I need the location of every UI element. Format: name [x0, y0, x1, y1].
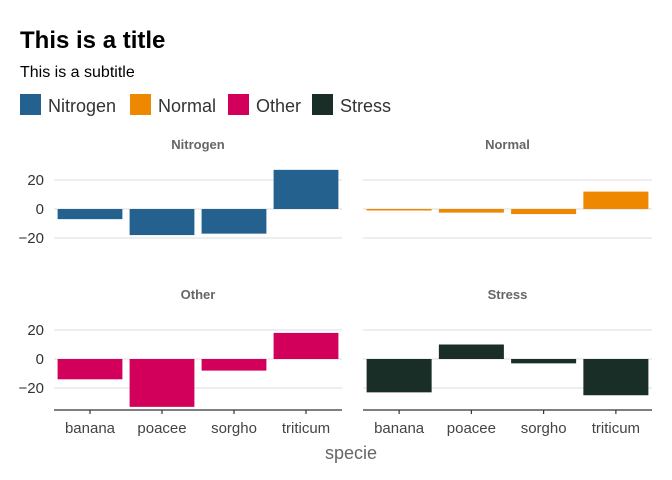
x-tick-label: triticum — [592, 420, 640, 437]
bar-stress-triticum — [583, 359, 649, 396]
chart-subtitle: This is a subtitle — [20, 64, 135, 81]
bar-normal-triticum — [583, 191, 649, 209]
bar-stress-sorgho — [511, 359, 577, 364]
bar-nitrogen-poacee — [129, 209, 195, 236]
legend-item-normal: Normal — [130, 94, 216, 116]
x-tick-label: sorgho — [211, 420, 257, 437]
legend: Nitrogen Normal Other Stress — [20, 94, 391, 116]
x-tick-label: sorgho — [521, 420, 567, 437]
facet-strip-label: Stress — [488, 287, 528, 302]
legend-label: Normal — [158, 96, 216, 116]
bar-other-poacee — [129, 359, 195, 407]
panel-normal: Normal — [363, 137, 652, 239]
legend-swatch — [130, 94, 151, 115]
y-tick-label: 0 — [36, 201, 44, 218]
facet-strip-label: Normal — [485, 137, 530, 152]
x-tick-label: banana — [65, 420, 116, 437]
legend-item-nitrogen: Nitrogen — [20, 94, 116, 116]
bar-normal-poacee — [438, 209, 504, 213]
y-tick-label: 0 — [36, 351, 44, 368]
bar-other-triticum — [273, 332, 339, 359]
panel-other: Other −20 0 20 banana poacee sorgho triticum — [19, 287, 342, 437]
legend-item-other: Other — [228, 94, 301, 116]
y-tick-label: −20 — [19, 380, 44, 397]
facet-panels: Nitrogen −20 0 20 Normal Other −20 0 20 banana poa… — [19, 137, 652, 437]
x-tick-label: poacee — [137, 420, 186, 437]
x-axis-label: specie — [325, 443, 377, 463]
facet-strip-label: Other — [181, 287, 216, 302]
legend-label: Other — [256, 96, 301, 116]
x-tick-label: triticum — [282, 420, 330, 437]
bar-other-banana — [57, 359, 123, 380]
x-tick-label: banana — [374, 420, 425, 437]
y-tick-label: 20 — [27, 172, 44, 189]
panel-nitrogen: Nitrogen −20 0 20 — [19, 137, 342, 247]
bar-normal-sorgho — [511, 209, 577, 215]
chart-title: This is a title — [20, 27, 165, 54]
bar-normal-banana — [366, 209, 432, 211]
y-tick-label: −20 — [19, 230, 44, 247]
x-tick-label: poacee — [447, 420, 496, 437]
y-tick-label: 20 — [27, 322, 44, 339]
bar-nitrogen-sorgho — [201, 209, 267, 234]
bar-nitrogen-banana — [57, 209, 123, 220]
legend-label: Stress — [340, 96, 391, 116]
bar-stress-banana — [366, 359, 432, 393]
bar-other-sorgho — [201, 359, 267, 371]
legend-swatch — [228, 94, 249, 115]
bar-nitrogen-triticum — [273, 169, 339, 209]
facet-strip-label: Nitrogen — [171, 137, 225, 152]
panel-stress: Stress banana poacee sorgho triticum — [363, 287, 652, 437]
bar-stress-poacee — [438, 344, 504, 359]
legend-label: Nitrogen — [48, 96, 116, 116]
legend-item-stress: Stress — [312, 94, 391, 116]
legend-swatch — [20, 94, 41, 115]
legend-swatch — [312, 94, 333, 115]
